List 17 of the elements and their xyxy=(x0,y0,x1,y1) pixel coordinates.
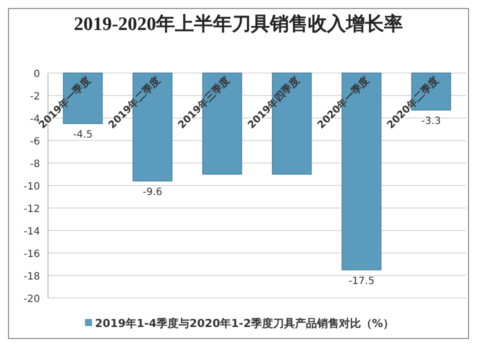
title: 2019-2020年上半年刀具销售收入增长率 xyxy=(74,14,404,35)
y-tick-label: -10 xyxy=(24,182,40,192)
data-label: -4.5 xyxy=(73,130,93,141)
y-tick-label: -2 xyxy=(30,92,40,102)
y-tick-label: -4 xyxy=(30,114,40,125)
y-tick-label: 0 xyxy=(34,69,40,80)
y-tick-label: -14 xyxy=(24,226,40,238)
y-tick-label: -8 xyxy=(30,159,40,170)
data-label: -17.5 xyxy=(348,276,374,287)
y-tick-label: -18 xyxy=(24,272,40,282)
y-tick-label: -20 xyxy=(24,294,40,305)
y-tick-label: -6 xyxy=(30,136,40,148)
legend: 2019年1-4季度与2020年1-2季度刀具产品销售对比（%） xyxy=(85,317,394,330)
data-label: -9.6 xyxy=(142,187,162,198)
y-tick-label: -12 xyxy=(24,204,40,215)
data-label: -3.3 xyxy=(421,116,441,128)
y-tick-label: -16 xyxy=(24,249,40,260)
